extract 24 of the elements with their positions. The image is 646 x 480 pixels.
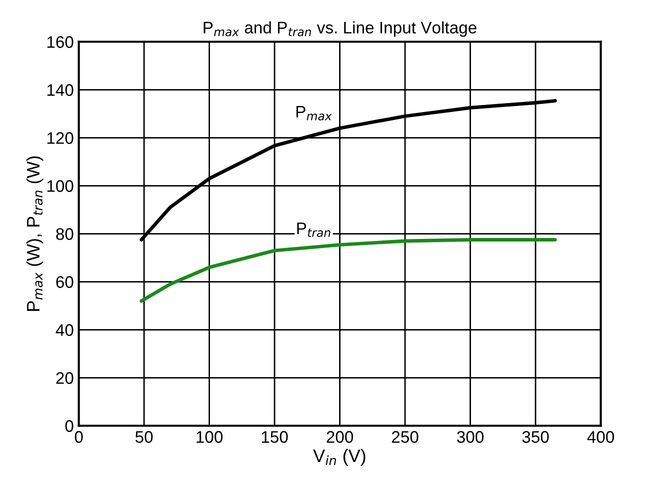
y-tick-label: 20: [56, 372, 74, 384]
x-tick-label: 200: [326, 431, 354, 443]
y-tick-label: 120: [47, 132, 74, 144]
x-tick-label: 0: [74, 431, 83, 443]
x-axis-title: V$_{in}$ (V): [313, 448, 366, 466]
y-tick-label: 40: [56, 324, 74, 336]
x-tick-label: 400: [587, 431, 614, 443]
y-tick-label: 80: [56, 228, 74, 240]
series-label: P$_{max}$: [296, 106, 332, 120]
y-tick-label: 160: [47, 36, 74, 48]
x-tick-label: 100: [196, 431, 223, 443]
line-series: [140, 238, 557, 303]
series-label: P$_{tran}$: [297, 222, 330, 238]
x-tick-label: 150: [262, 431, 288, 443]
x-tick-label: 350: [522, 431, 549, 443]
y-tick-label: 100: [47, 180, 74, 192]
y-tick-label: 60: [56, 276, 74, 288]
y-tick-label: 0: [65, 420, 74, 432]
y-tick-label: 140: [47, 84, 74, 96]
x-tick-label: 300: [457, 431, 484, 443]
chart-title: P$_{max}$ and P$_{tran}$ vs. Line Input Voltage: [204, 21, 476, 37]
x-tick-label: 250: [392, 431, 418, 443]
y-axis-title: P$_{max}$ (W), P$_{tran}$ (W): [26, 156, 44, 311]
x-tick-label: 50: [135, 431, 153, 443]
